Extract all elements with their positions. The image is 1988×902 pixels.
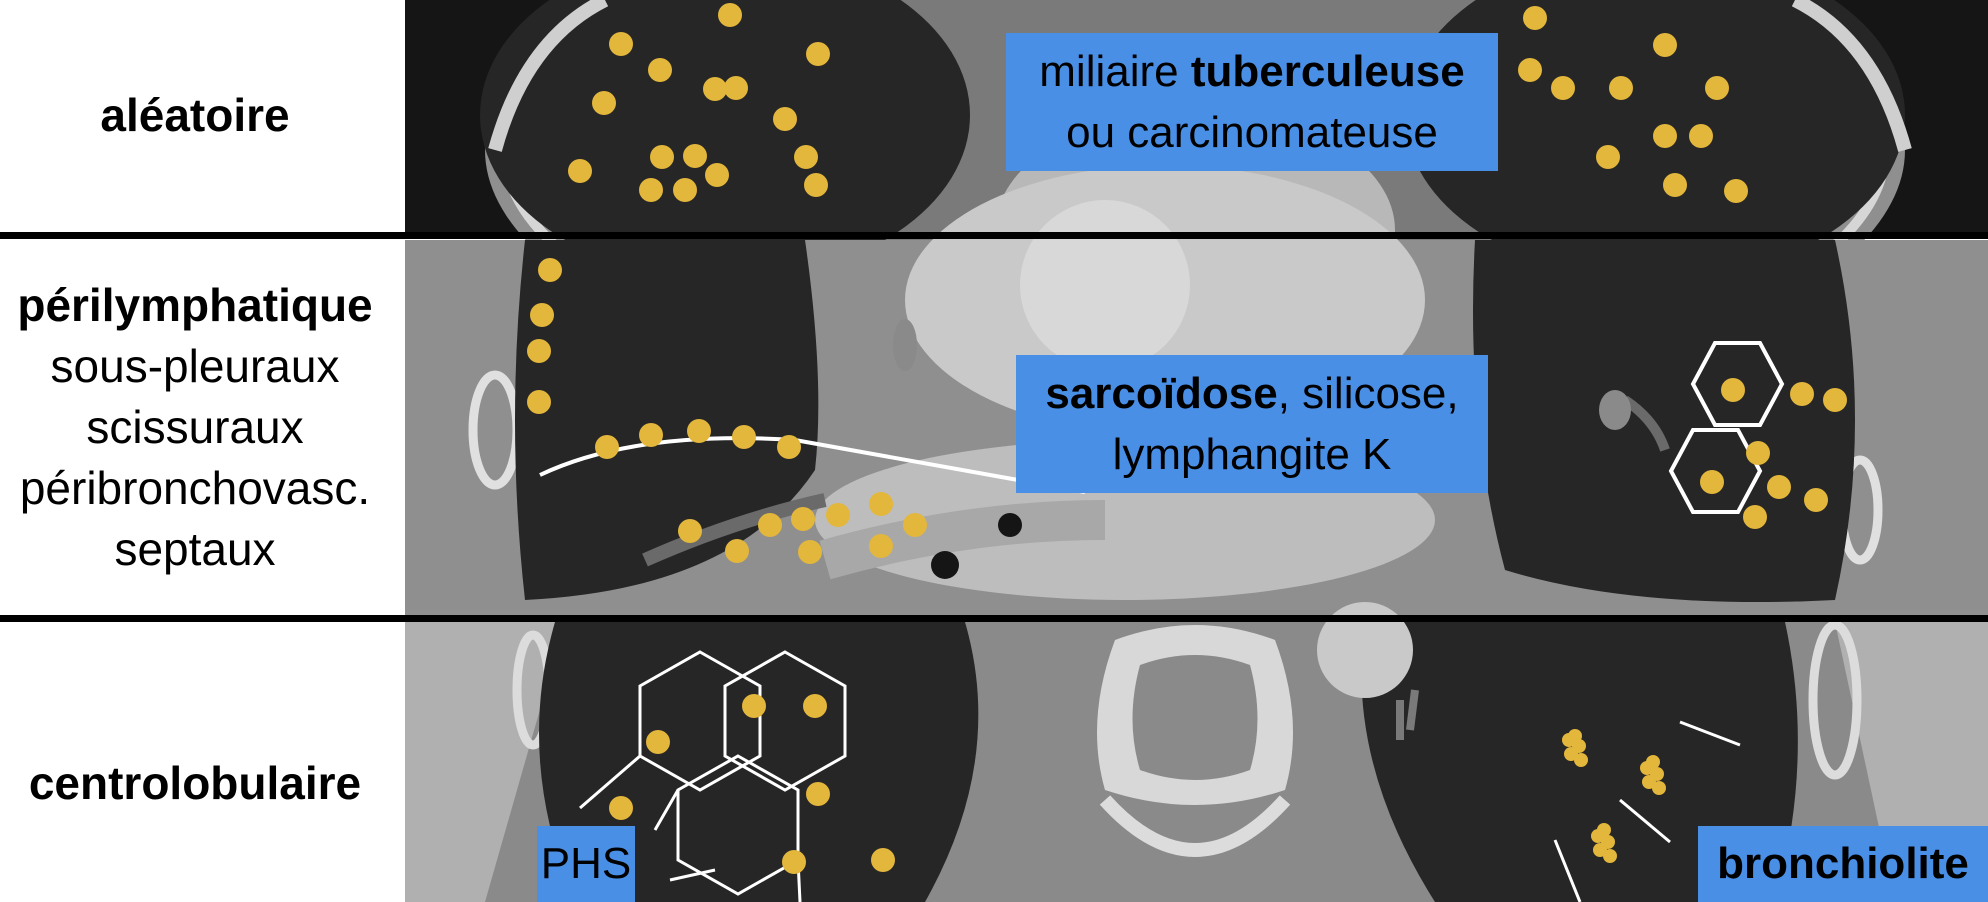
- callout-phs: PHS: [537, 826, 635, 902]
- nodule: [1743, 505, 1767, 529]
- subtype-subpleural: sous-pleuraux: [50, 340, 340, 392]
- callout-random-line2: ou carcinomateuse: [1066, 108, 1438, 157]
- nodule: [705, 163, 729, 187]
- ct-section-bottom: [405, 602, 1988, 902]
- nodule: [703, 77, 727, 101]
- nodule: [639, 423, 663, 447]
- nodule: [568, 159, 592, 183]
- nodule: [538, 258, 562, 282]
- nodule: [798, 540, 822, 564]
- nodule: [742, 694, 766, 718]
- nodule: [1609, 76, 1633, 100]
- nodule: [806, 782, 830, 806]
- subtype-fissural: scissuraux: [86, 401, 304, 453]
- nodule: [1653, 33, 1677, 57]
- perilymphatic-nodules: [527, 258, 1847, 564]
- nodule: [804, 173, 828, 197]
- nodule: [1700, 470, 1724, 494]
- nodule: [530, 303, 554, 327]
- random-nodules: [568, 3, 1748, 203]
- nodule: [1653, 124, 1677, 148]
- nodule: [758, 513, 782, 537]
- callout-bronchiolitis-text: bronchiolite: [1717, 839, 1969, 888]
- nodule: [777, 435, 801, 459]
- subtype-septal: septaux: [114, 523, 276, 575]
- subtype-peribronchovascular: péribronchovasc.: [19, 462, 371, 514]
- callout-perilymphatic-suffix: , silicose,: [1277, 369, 1459, 418]
- nodule: [1823, 388, 1847, 412]
- nodule: [1568, 729, 1582, 743]
- nodule: [639, 178, 663, 202]
- nodule: [1804, 488, 1828, 512]
- nodule: [1705, 76, 1729, 100]
- nodule: [1721, 378, 1745, 402]
- nodule: [609, 32, 633, 56]
- nodule: [871, 848, 895, 872]
- callout-phs-text: PHS: [540, 839, 632, 888]
- nodule: [648, 58, 672, 82]
- divider-1: [0, 232, 1988, 239]
- nodule: [1597, 823, 1611, 837]
- nodule: [527, 390, 551, 414]
- divider-2: [0, 615, 1988, 622]
- nodule: [794, 145, 818, 169]
- label-panel: aléatoire périlymphatique sous-pleuraux …: [0, 0, 405, 902]
- nodule: [1724, 179, 1748, 203]
- nodule: [903, 513, 927, 537]
- nodule: [1603, 849, 1617, 863]
- nodule: [1551, 76, 1575, 100]
- nodule: [687, 419, 711, 443]
- nodule: [1518, 58, 1542, 82]
- row-label-centrilobular: centrolobulaire: [0, 753, 390, 814]
- nodule: [803, 694, 827, 718]
- nodule: [1646, 755, 1660, 769]
- nodule: [1663, 173, 1687, 197]
- nodule: [1652, 781, 1666, 795]
- nodule: [773, 107, 797, 131]
- nodule: [527, 339, 551, 363]
- nodule: [1790, 382, 1814, 406]
- nodule: [718, 3, 742, 27]
- callout-random-prefix: miliaire: [1039, 47, 1191, 96]
- row-label-perilymphatic: périlymphatique sous-pleuraux scissuraux…: [0, 275, 390, 580]
- nodule: [678, 519, 702, 543]
- nodule: [1523, 6, 1547, 30]
- nodule: [673, 178, 697, 202]
- nodule: [646, 730, 670, 754]
- callout-perilymphatic-line2: lymphangite K: [1112, 430, 1392, 479]
- nodule: [782, 850, 806, 874]
- nodule: [1689, 124, 1713, 148]
- callout-perilymphatic: sarcoïdose, silicose, lymphangite K: [1016, 355, 1488, 493]
- nodule: [595, 435, 619, 459]
- nodule: [724, 76, 748, 100]
- nodule: [791, 507, 815, 531]
- nodule: [1596, 145, 1620, 169]
- row-label-random: aléatoire: [0, 85, 390, 146]
- nodule: [1767, 475, 1791, 499]
- callout-perilymphatic-bold: sarcoïdose: [1045, 369, 1278, 418]
- nodule: [869, 534, 893, 558]
- callout-random: miliaire tuberculeuse ou carcinomateuse: [1006, 33, 1498, 171]
- nodule: [683, 144, 707, 168]
- nodule: [1574, 753, 1588, 767]
- callout-random-bold: tuberculeuse: [1190, 47, 1465, 96]
- nodule: [732, 425, 756, 449]
- nodule: [592, 91, 616, 115]
- row-title-centrilobular: centrolobulaire: [28, 757, 362, 809]
- nodule: [869, 492, 893, 516]
- centrilobular-nodules: [609, 694, 1666, 874]
- nodule: [806, 42, 830, 66]
- nodule: [826, 503, 850, 527]
- nodule: [609, 796, 633, 820]
- callout-bronchiolitis: bronchiolite: [1698, 826, 1988, 902]
- nodule: [650, 145, 674, 169]
- row-title-perilymphatic: périlymphatique: [17, 279, 373, 331]
- row-title-random: aléatoire: [100, 89, 290, 141]
- nodule: [725, 539, 749, 563]
- nodule: [1746, 441, 1770, 465]
